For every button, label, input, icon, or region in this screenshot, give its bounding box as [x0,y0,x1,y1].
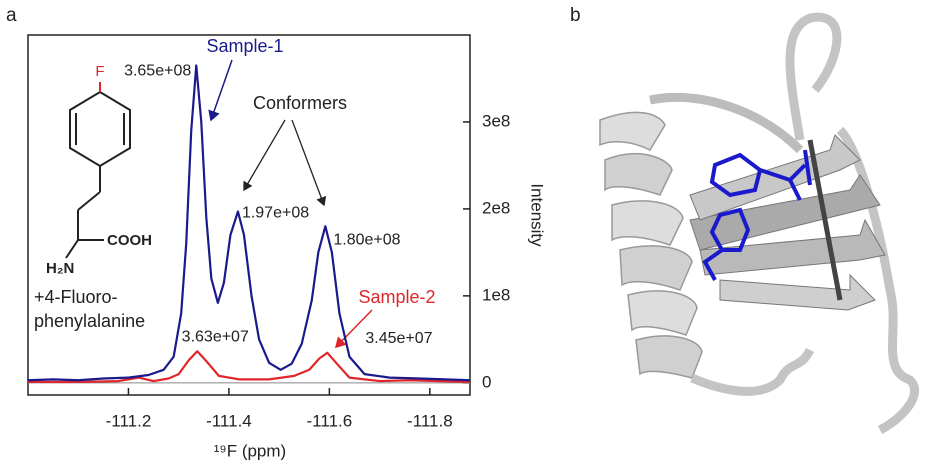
peak-label: 3.63e+07 [182,328,249,345]
x-tick-label: -111.6 [307,411,353,430]
y-tick-label: 0 [482,372,491,391]
atom-label: COOH [107,232,152,249]
y-tick-label: 2e8 [482,198,510,217]
peak-label: 1.80e+08 [333,232,400,249]
series-line [28,350,471,384]
annotation: Conformers [253,93,347,113]
series-line [27,64,471,382]
arrow [243,119,286,192]
atom-label: H₂N [46,260,74,277]
protein-cartoon [599,12,920,435]
arrow [291,119,327,207]
panel-label: b [570,5,581,26]
y-axis-label: Intensity [528,183,547,247]
x-axis-label: ¹⁹F (ppm) [214,441,286,460]
molecule [65,82,131,259]
compound-name: +4-Fluoro- [34,287,118,307]
x-tick-label: -111.8 [407,411,453,430]
x-tick-label: -111.2 [106,411,152,430]
plot-frame [27,34,471,396]
panel-label: a [6,5,17,26]
compound-name: phenylalanine [34,311,145,331]
peak-label: 3.45e+07 [365,330,432,347]
x-tick-label: -111.4 [206,411,252,430]
peak-label: 1.97e+08 [242,205,309,222]
arrow [208,59,233,122]
series-label: Sample-1 [206,36,283,56]
series-label: Sample-2 [358,287,435,307]
peak-label: 3.65e+08 [124,63,191,80]
arrow [334,309,373,349]
atom-label: F [95,63,104,80]
y-tick-label: 3e8 [482,111,510,130]
y-tick-label: 1e8 [482,285,510,304]
